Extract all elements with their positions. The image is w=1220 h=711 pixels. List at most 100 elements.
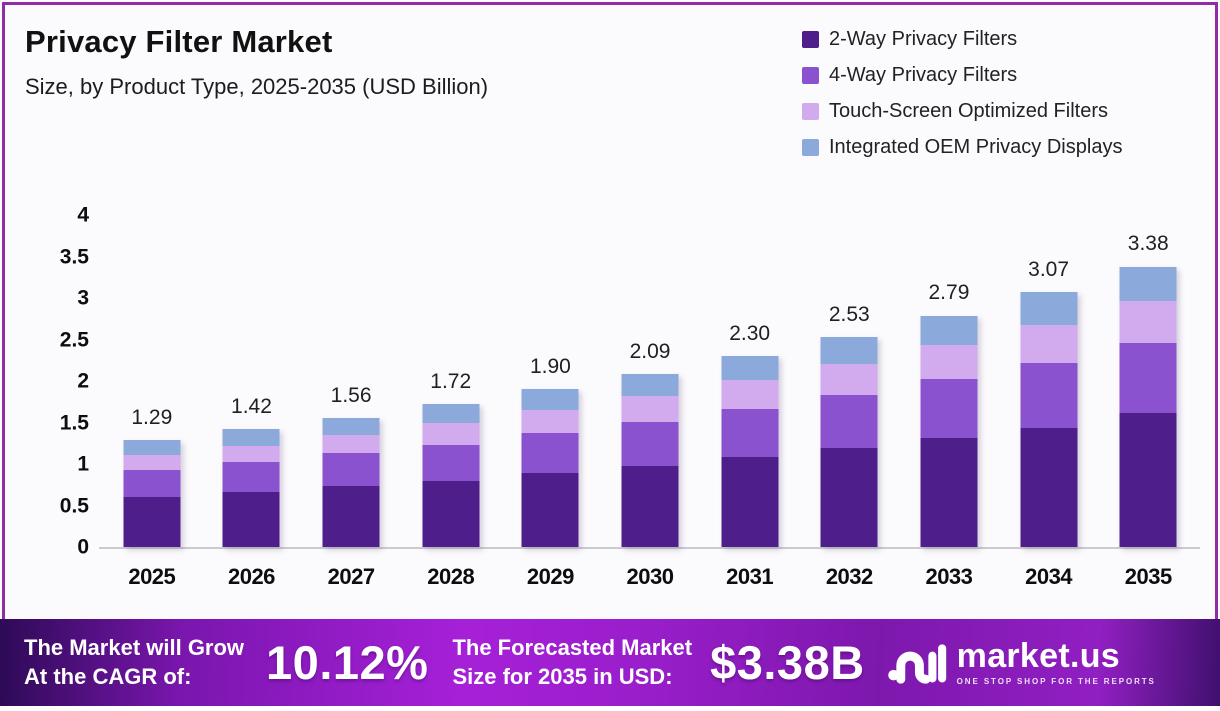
bar-segment <box>222 462 280 493</box>
bar-column-2032: 2.53 2032 <box>799 215 899 589</box>
bar-segment <box>1020 324 1078 363</box>
bar-segment <box>222 429 280 446</box>
bar-segment <box>422 444 480 481</box>
stacked-bar <box>820 337 878 547</box>
x-axis-label: 2031 <box>726 564 774 589</box>
bar-segment <box>222 445 280 463</box>
stacked-bar <box>721 356 779 547</box>
legend-label: 4-Way Privacy Filters <box>829 64 1018 86</box>
bar-segment <box>521 433 579 474</box>
legend-item: Integrated OEM Privacy Displays <box>802 136 1122 159</box>
bar-total-label: 2.79 <box>928 281 970 304</box>
x-axis-label: 2035 <box>1124 564 1172 589</box>
y-axis-tick: 1 <box>77 452 89 476</box>
y-axis-tick: 4 <box>77 203 89 227</box>
y-axis-tick: 0 <box>77 535 89 559</box>
stats-banner: The Market will Grow At the CAGR of: 10.… <box>0 619 1220 706</box>
bar-total-label: 3.38 <box>1127 232 1169 255</box>
x-axis-label: 2030 <box>626 564 674 589</box>
bar-column-2034: 3.07 2034 <box>999 215 1099 589</box>
cagr-label: The Market will Grow At the CAGR of: <box>24 634 244 691</box>
legend-swatch <box>802 31 819 48</box>
bar-segment <box>422 480 480 547</box>
bar-segment <box>422 404 480 424</box>
bar-segment <box>721 409 779 458</box>
y-axis-tick: 1.5 <box>59 411 89 434</box>
legend-item: 4-Way Privacy Filters <box>802 64 1122 87</box>
bar-column-2029: 1.90 2029 <box>501 215 601 589</box>
bar-segment <box>222 492 280 547</box>
stacked-bar <box>222 429 280 547</box>
bar-total-label: 1.29 <box>131 406 173 429</box>
bar-total-label: 1.42 <box>231 395 272 418</box>
bar-segment <box>521 410 579 434</box>
bar-segment <box>820 448 878 547</box>
bar-segment <box>1020 427 1078 547</box>
legend-swatch <box>802 103 819 120</box>
bar-column-2031: 2.30 2031 <box>700 215 800 589</box>
bar-segment <box>322 453 380 487</box>
bar-column-2028: 1.72 2028 <box>401 215 501 589</box>
marketus-logo-icon <box>887 643 946 684</box>
bar-segment <box>123 469 181 498</box>
cagr-label-line1: The Market will Grow <box>24 634 245 660</box>
bar-segment <box>322 434 380 454</box>
stacked-bar <box>123 440 181 547</box>
y-axis-tick: 2.5 <box>59 328 89 351</box>
x-axis-label: 2033 <box>925 564 973 589</box>
stacked-bar <box>920 315 978 547</box>
bar-segment <box>521 473 579 547</box>
legend-item: 2-Way Privacy Filters <box>802 28 1122 51</box>
bar-segment <box>123 497 181 547</box>
bars-container: 1.29 2025 1.42 2026 1.56 2027 1.72 2028 1.90 2029… <box>102 215 1198 589</box>
bar-segment <box>322 486 380 547</box>
stacked-bar <box>422 404 480 547</box>
bar-segment <box>920 438 978 547</box>
bar-total-label: 1.56 <box>330 384 372 407</box>
forecast-label-line1: The Forecasted Market <box>452 634 693 660</box>
stacked-bar <box>521 389 579 547</box>
page-subtitle: Size, by Product Type, 2025-2035 (USD Bi… <box>25 74 489 99</box>
bar-segment <box>820 395 878 449</box>
x-axis-label: 2029 <box>526 564 574 589</box>
bar-column-2026: 1.42 2026 <box>202 215 302 589</box>
y-axis-tick: 0.5 <box>59 494 89 517</box>
bar-segment <box>1119 342 1177 414</box>
stacked-bar <box>621 373 679 547</box>
cagr-value: 10.12% <box>266 636 429 689</box>
bar-segment <box>721 457 779 547</box>
bar-segment <box>123 454 181 470</box>
bar-segment <box>621 396 679 422</box>
legend-label: Integrated OEM Privacy Displays <box>829 136 1123 158</box>
bar-segment <box>322 417 380 435</box>
legend-swatch <box>802 139 819 156</box>
bar-segment <box>721 356 779 381</box>
cagr-label-line2: At the CAGR of: <box>24 663 192 689</box>
bar-segment <box>1020 292 1078 325</box>
x-axis-label: 2025 <box>128 564 176 589</box>
bar-segment <box>920 344 978 380</box>
bar-segment <box>521 389 579 411</box>
x-axis-line <box>99 547 1200 549</box>
bar-segment <box>1119 413 1177 547</box>
legend-label: 2-Way Privacy Filters <box>829 28 1018 50</box>
brand-tagline: ONE STOP SHOP FOR THE REPORTS <box>956 677 1156 686</box>
bar-segment <box>621 373 679 397</box>
brand-name: market.us <box>956 637 1120 675</box>
forecast-label-line2: Size for 2035 in USD: <box>452 663 673 689</box>
bar-column-2027: 1.56 2027 <box>301 215 401 589</box>
bar-segment <box>920 379 978 439</box>
bar-segment <box>1020 362 1078 428</box>
bar-segment <box>123 440 181 455</box>
legend-swatch <box>802 67 819 84</box>
chart-area: 0 0.5 1 1.5 2 2.5 3 3.5 4 1.29 2025 1.42 2026 1.56 20… <box>60 205 1200 589</box>
brand-text: market.us ONE STOP SHOP FOR THE REPORTS <box>957 639 1156 686</box>
bar-column-2025: 1.29 2025 <box>102 215 202 589</box>
page-title: Privacy Filter Market <box>25 24 333 59</box>
bar-total-label: 3.07 <box>1028 258 1070 281</box>
x-axis-label: 2027 <box>327 564 375 589</box>
bar-total-label: 2.30 <box>729 322 771 345</box>
x-axis-label: 2028 <box>427 564 475 589</box>
x-axis-label: 2026 <box>227 564 275 589</box>
